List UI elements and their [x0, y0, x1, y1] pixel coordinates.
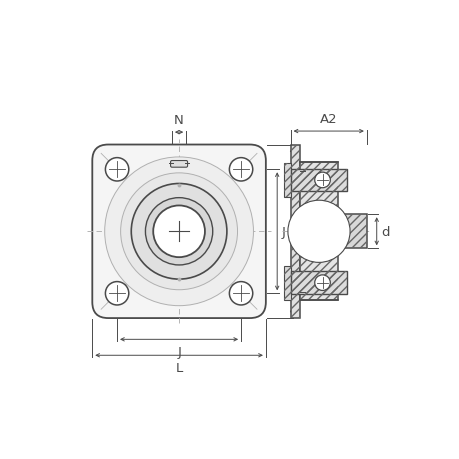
Text: N: N — [174, 114, 184, 127]
FancyBboxPatch shape — [170, 161, 187, 168]
Bar — [290, 169, 347, 192]
Bar — [284, 163, 290, 197]
Circle shape — [153, 206, 205, 257]
Circle shape — [105, 157, 253, 306]
Circle shape — [287, 201, 349, 263]
Bar — [299, 163, 338, 301]
Bar — [299, 163, 338, 301]
Circle shape — [105, 158, 129, 182]
Bar — [290, 272, 347, 294]
Text: d: d — [380, 225, 389, 238]
Text: J: J — [281, 225, 285, 238]
Text: J: J — [177, 345, 181, 358]
Bar — [290, 169, 347, 192]
Circle shape — [131, 184, 226, 280]
Circle shape — [229, 282, 252, 305]
Text: L: L — [296, 225, 303, 238]
Bar — [284, 266, 290, 300]
Circle shape — [105, 282, 129, 305]
Bar — [290, 145, 299, 319]
Bar — [338, 215, 366, 249]
Circle shape — [120, 174, 237, 290]
Circle shape — [229, 158, 252, 182]
Bar — [290, 145, 299, 319]
Bar — [284, 163, 290, 197]
Circle shape — [314, 275, 330, 291]
Bar — [338, 215, 366, 249]
FancyBboxPatch shape — [92, 145, 265, 319]
Text: A2: A2 — [319, 113, 337, 126]
Text: L: L — [175, 361, 182, 374]
Bar — [284, 266, 290, 300]
Bar — [290, 272, 347, 294]
Circle shape — [145, 198, 212, 265]
Circle shape — [314, 173, 330, 188]
